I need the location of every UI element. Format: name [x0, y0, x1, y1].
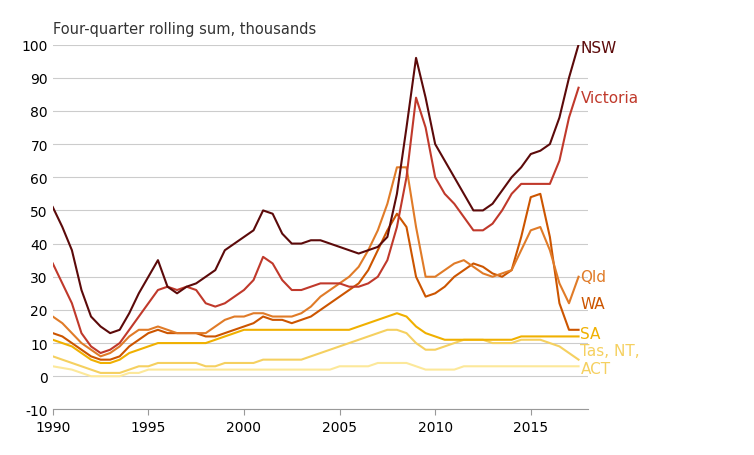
Text: WA: WA — [581, 296, 605, 311]
Text: Four-quarter rolling sum, thousands: Four-quarter rolling sum, thousands — [53, 22, 316, 37]
Text: Tas, NT,
ACT: Tas, NT, ACT — [581, 344, 640, 376]
Text: Qld: Qld — [581, 270, 606, 285]
Text: SA: SA — [581, 326, 601, 341]
Text: Victoria: Victoria — [581, 91, 639, 106]
Text: NSW: NSW — [581, 41, 617, 56]
